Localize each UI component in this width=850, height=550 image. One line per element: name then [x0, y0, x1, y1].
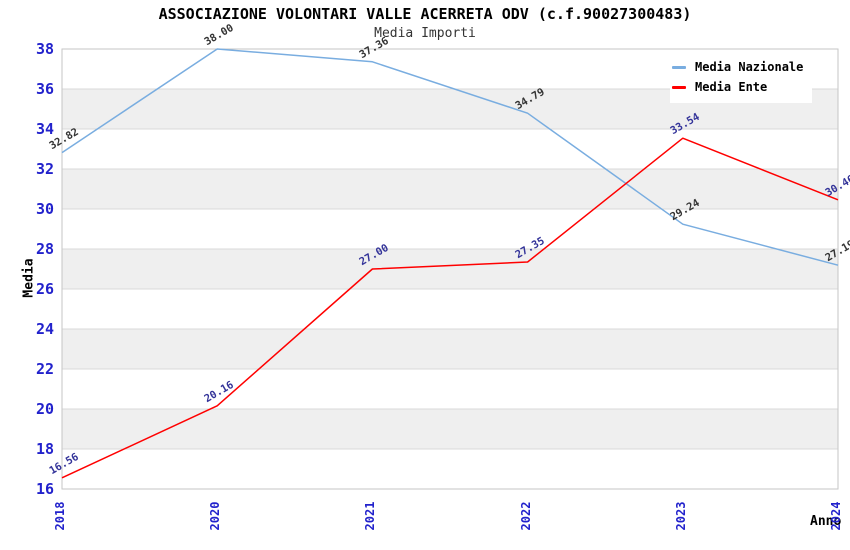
legend-swatch-icon: [672, 65, 686, 69]
y-tick-label: 26: [35, 280, 54, 298]
x-tick-label: 2022: [518, 501, 533, 531]
legend-item-media-nazionale: Media Nazionale: [672, 57, 812, 77]
plot-band: [62, 169, 838, 209]
plot-border: [61, 48, 839, 490]
y-tick-label: 20: [35, 400, 54, 418]
y-tick-label: 36: [35, 80, 54, 98]
plot-band: [62, 249, 838, 289]
legend: Media Nazionale Media Ente: [670, 50, 812, 103]
legend-label: Media Nazionale: [695, 60, 804, 74]
y-tick-label: 38: [35, 40, 54, 58]
y-tick-label: 22: [35, 360, 54, 378]
x-tick-label: 2023: [673, 501, 688, 531]
y-tick-label: 24: [35, 320, 54, 338]
legend-item-media-ente: Media Ente: [672, 77, 812, 97]
plot-band: [62, 289, 838, 329]
plot-band: [62, 209, 838, 249]
legend-label: Media Ente: [695, 80, 768, 94]
x-tick-label: 2021: [363, 501, 378, 531]
y-tick-label: 28: [35, 240, 54, 258]
series-line-media-nazionale: [61, 48, 839, 266]
series-line-media-ente: [61, 137, 839, 479]
y-tick-label: 32: [35, 160, 54, 178]
x-axis-title: Anno: [810, 514, 842, 529]
plot-band: [62, 369, 838, 409]
x-tick-label: 2020: [208, 501, 223, 531]
chart-title: ASSOCIAZIONE VOLONTARI VALLE ACERRETA OD…: [158, 5, 692, 23]
y-tick-label: 16: [35, 480, 54, 498]
legend-swatch-icon: [672, 85, 686, 89]
plot-band: [62, 129, 838, 169]
y-tick-label: 34: [35, 120, 54, 138]
plot-band: [62, 409, 838, 449]
y-tick-label: 30: [35, 200, 54, 218]
chart-subtitle: Media Importi: [374, 26, 476, 41]
x-tick-label: 2024: [829, 501, 843, 531]
x-tick-label: 2018: [53, 501, 67, 531]
y-tick-label: 18: [35, 440, 54, 458]
plot-band: [62, 329, 838, 369]
plot-band: [62, 449, 838, 489]
